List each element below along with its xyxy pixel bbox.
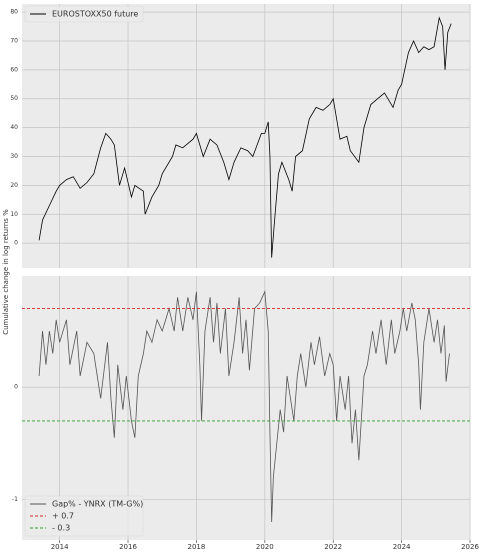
legend-label: - 0.3 (52, 524, 70, 533)
x-tick-label: 2018 (187, 543, 205, 551)
x-tick-label: 2024 (393, 543, 411, 551)
series-line (38, 16, 452, 258)
y-tick-label: 0 (14, 240, 18, 247)
plot-area (22, 4, 470, 268)
x-tick-label: 2026 (461, 543, 479, 551)
y-tick-label: 0 (14, 384, 18, 391)
x-tick-label: 2020 (256, 543, 274, 551)
legend-label: Gap% - YNRX (TM-G%) (52, 500, 143, 509)
y-tick-label: 70 (10, 37, 18, 44)
y-tick-label: 50 (10, 95, 18, 102)
y-tick-label: 80 (10, 9, 18, 16)
series-line (38, 290, 450, 523)
y-tick-label: 20 (10, 182, 18, 189)
x-tick-label: 2016 (119, 543, 137, 551)
x-tick-label: 2014 (51, 543, 69, 551)
y-tick-label: 10 (10, 211, 18, 218)
y-tick-label: 30 (10, 153, 18, 160)
y-tick-label: -1 (12, 496, 18, 503)
x-tick-label: 2022 (324, 543, 342, 551)
y-axis-label: Cumulative change in log returns % (2, 209, 10, 335)
y-tick-label: 60 (10, 66, 18, 73)
legend-box (24, 495, 144, 537)
legend-label: + 0.7 (52, 512, 74, 521)
legend-label: EUROSTOXX50 future (52, 10, 138, 19)
y-tick-label: 40 (10, 124, 18, 131)
legend-box (24, 5, 144, 23)
